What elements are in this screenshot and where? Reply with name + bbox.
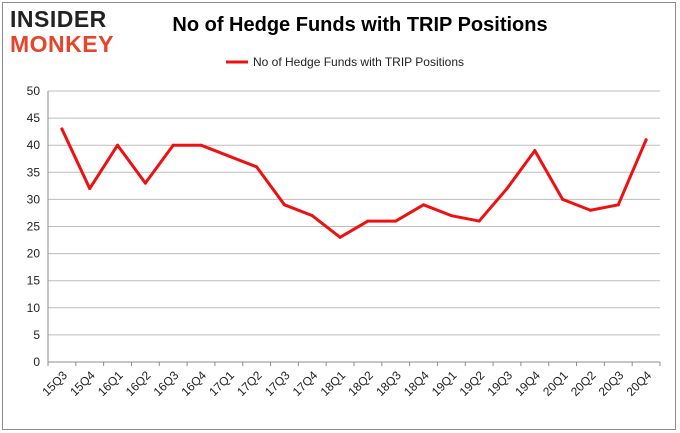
data-point bbox=[88, 187, 92, 191]
x-tick-label: 17Q2 bbox=[234, 368, 265, 399]
y-tick-label: 40 bbox=[27, 138, 41, 152]
data-point bbox=[505, 187, 509, 191]
y-tick-label: 10 bbox=[27, 301, 41, 315]
chart-title: No of Hedge Funds with TRIP Positions bbox=[172, 14, 548, 36]
x-tick-label: 17Q4 bbox=[290, 368, 321, 399]
data-point bbox=[644, 138, 648, 142]
data-point bbox=[143, 181, 147, 185]
x-tick-label: 17Q1 bbox=[206, 368, 237, 399]
brand-logo: INSIDER MONKEY bbox=[10, 6, 128, 56]
axis-layer: 0 5 10 15 20 25 30 35 40 45 50 15Q315Q416Q116Q216Q3… bbox=[27, 84, 661, 399]
brand-line-2: MONKEY bbox=[10, 31, 114, 57]
y-tick-label: 20 bbox=[27, 247, 41, 261]
data-point bbox=[422, 203, 426, 207]
x-tick-label: 20Q3 bbox=[596, 368, 627, 399]
x-tick-label: 20Q1 bbox=[540, 368, 571, 399]
data-point bbox=[561, 197, 565, 201]
data-point bbox=[533, 149, 537, 153]
legend: No of Hedge Funds with TRIP Positions bbox=[226, 55, 464, 69]
data-point bbox=[60, 127, 64, 131]
x-tick-label: 16Q3 bbox=[151, 368, 182, 399]
y-tick-label: 5 bbox=[33, 328, 40, 342]
y-tick-label: 15 bbox=[27, 274, 41, 288]
y-tick-label: 50 bbox=[27, 84, 41, 98]
x-tick-label: 18Q4 bbox=[401, 368, 432, 399]
x-tick-label: 18Q2 bbox=[345, 368, 376, 399]
x-tick-label: 16Q1 bbox=[95, 368, 126, 399]
y-tick-label: 35 bbox=[27, 165, 41, 179]
grid-layer bbox=[48, 90, 660, 363]
brand-line-1: INSIDER bbox=[10, 6, 107, 32]
data-point bbox=[338, 235, 342, 239]
x-tick-label: 19Q4 bbox=[512, 368, 543, 399]
data-point bbox=[449, 214, 453, 218]
x-tick-label: 19Q3 bbox=[484, 368, 515, 399]
data-point bbox=[310, 214, 314, 218]
x-tick-label: 20Q4 bbox=[624, 368, 655, 399]
x-tick-label: 16Q4 bbox=[178, 368, 209, 399]
data-point bbox=[171, 143, 175, 147]
x-tick-label: 18Q1 bbox=[318, 368, 349, 399]
y-tick-label: 45 bbox=[27, 111, 41, 125]
data-point bbox=[366, 219, 370, 223]
x-tick-label: 19Q1 bbox=[429, 368, 460, 399]
data-point bbox=[255, 165, 259, 169]
x-tick-label: 15Q4 bbox=[67, 368, 98, 399]
data-point bbox=[477, 219, 481, 223]
data-point bbox=[588, 208, 592, 212]
x-tick-label: 20Q2 bbox=[568, 368, 599, 399]
y-tick-label: 25 bbox=[27, 220, 41, 234]
chart-frame bbox=[2, 2, 676, 430]
data-point bbox=[394, 219, 398, 223]
series-layer bbox=[60, 127, 648, 239]
y-tick-label: 0 bbox=[33, 355, 40, 369]
legend-label: No of Hedge Funds with TRIP Positions bbox=[253, 55, 464, 69]
series-line bbox=[60, 127, 648, 239]
x-tick-label: 19Q2 bbox=[457, 368, 488, 399]
data-point bbox=[227, 154, 231, 158]
x-tick-label: 17Q3 bbox=[262, 368, 293, 399]
data-point bbox=[116, 143, 120, 147]
data-point bbox=[199, 143, 203, 147]
x-tick-label: 18Q3 bbox=[373, 368, 404, 399]
data-point bbox=[282, 203, 286, 207]
data-point bbox=[616, 203, 620, 207]
x-tick-label: 15Q3 bbox=[39, 368, 70, 399]
x-tick-label: 16Q2 bbox=[123, 368, 154, 399]
y-tick-label: 30 bbox=[27, 192, 41, 206]
